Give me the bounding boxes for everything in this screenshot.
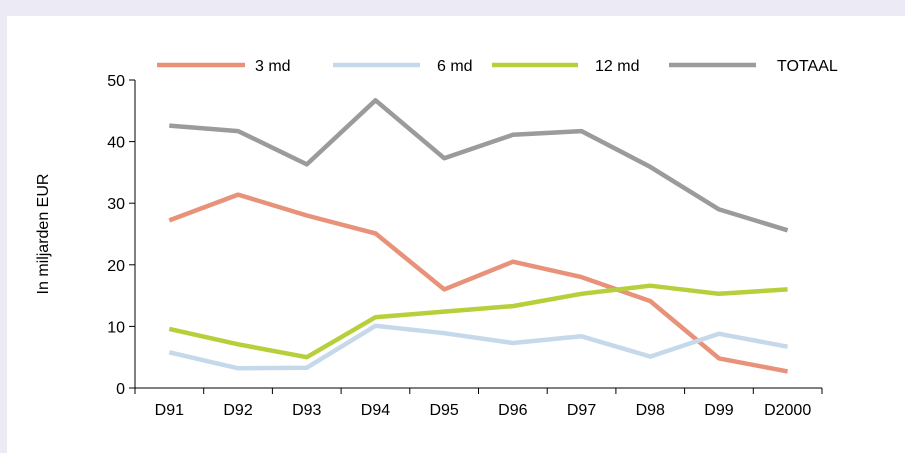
- x-tick-label: D99: [704, 402, 733, 419]
- series-line-totaal: [169, 98, 789, 233]
- x-tick-label: D97: [567, 402, 596, 419]
- y-tick-label: 30: [107, 196, 125, 213]
- x-tick-label: D96: [498, 402, 527, 419]
- x-tick-label: D91: [155, 402, 184, 419]
- y-tick-label: 0: [116, 381, 125, 398]
- x-tick-label: D93: [292, 402, 321, 419]
- series-lines: [168, 98, 789, 374]
- y-tick-label: 20: [107, 258, 125, 275]
- legend-label: TOTAAL: [777, 58, 838, 75]
- y-tick-label: 40: [107, 135, 125, 152]
- x-tick-label: D94: [361, 402, 390, 419]
- x-tick-label: D95: [429, 402, 458, 419]
- series-line-6-md: [168, 323, 789, 371]
- top-band: [0, 0, 905, 16]
- series-line-12-md: [168, 283, 788, 360]
- legend: 3 md 6 md 12 md TOTAAL: [157, 58, 838, 75]
- x-tick-label: D92: [223, 402, 252, 419]
- x-ticks: D91 D92 D93 D94 D95 D96 D97 D98 D99 D2000: [134, 388, 823, 419]
- legend-label: 6 md: [437, 58, 473, 75]
- y-axis-label: In miljarden EUR: [35, 174, 52, 295]
- y-tick-label: 50: [107, 73, 125, 90]
- legend-label: 3 md: [255, 58, 291, 75]
- legend-label: 12 md: [595, 58, 639, 75]
- series-line-3-md: [168, 192, 789, 374]
- left-band: [0, 0, 7, 453]
- x-tick-label: D2000: [764, 402, 811, 419]
- y-ticks: 0 10 20 30 40 50: [107, 73, 135, 398]
- x-tick-label: D98: [636, 402, 665, 419]
- y-tick-label: 10: [107, 319, 125, 336]
